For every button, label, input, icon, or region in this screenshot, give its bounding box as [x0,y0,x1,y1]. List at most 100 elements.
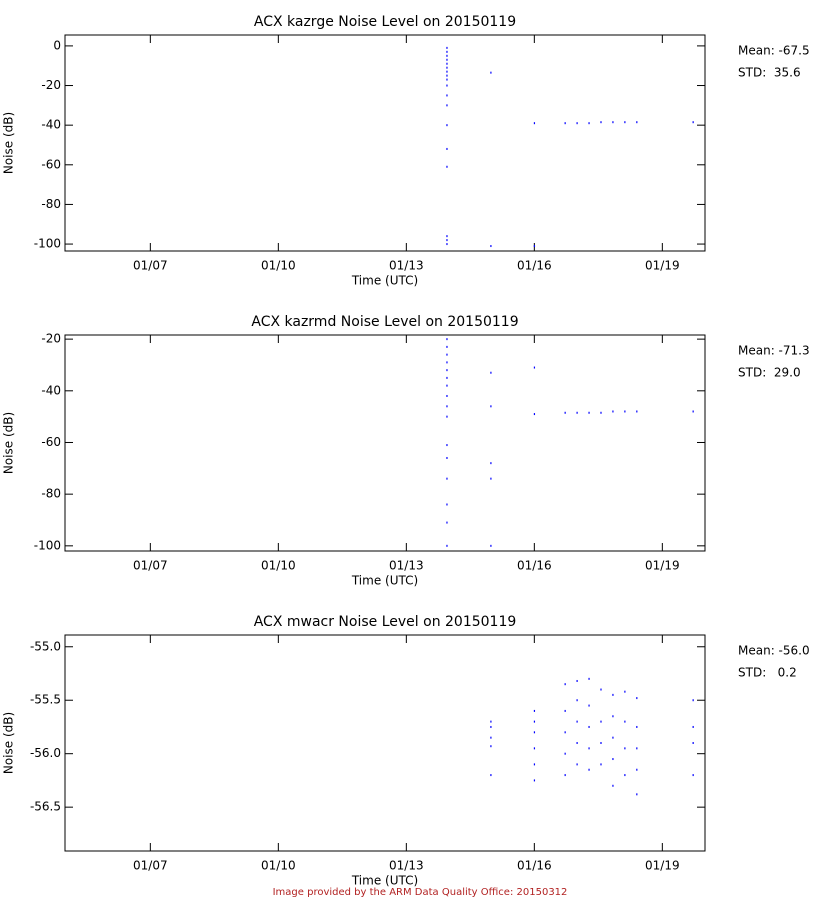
point [636,747,638,750]
y-tick-label: -20 [41,78,61,92]
point [490,745,492,748]
plot-frame [64,634,706,852]
point [636,121,638,124]
point [446,394,448,397]
point [533,779,536,782]
x-tick-label: 01/16 [517,859,552,873]
x-tick-label: 01/19 [645,559,680,573]
point [692,410,694,413]
point [576,742,578,744]
point [446,544,448,547]
point [624,774,626,777]
point [564,122,566,125]
point [446,165,448,168]
point [533,731,536,734]
point [576,699,578,702]
y-tick-label: -60 [41,435,61,449]
point [446,46,448,49]
point [624,747,626,750]
point [446,84,448,87]
y-axis-label: Noise (dB) [2,112,16,174]
point [600,742,602,744]
point [533,709,536,712]
y-tick-label: -56.0 [30,746,61,760]
point [564,709,566,712]
point [446,66,448,69]
stat-annotation: STD: 0.2 [738,666,797,680]
point [446,58,448,61]
x-tick-label: 01/10 [261,559,296,573]
point [624,720,626,723]
point [490,725,492,728]
y-tick-label: -55.0 [30,639,61,653]
point [612,758,614,761]
point [600,688,602,691]
footer: Image provided by the ARM Data Quality O… [273,887,568,898]
point [576,411,578,414]
y-tick-label: -20 [41,332,61,346]
point [533,366,536,369]
point [588,677,590,680]
point [446,70,448,73]
point [446,405,448,408]
point [533,720,536,723]
x-tick-label: 01/13 [389,259,424,273]
point [692,774,694,777]
point [446,521,448,524]
chart-title: ACX kazrge Noise Level on 20150119 [254,14,516,30]
point [692,699,694,702]
point [446,54,448,57]
point [446,74,448,77]
point [636,697,638,700]
point [576,763,578,766]
y-tick-label: -55.5 [30,693,61,707]
point [624,121,626,124]
x-tick-label: 01/13 [389,559,424,573]
point [612,784,614,787]
point [490,462,492,465]
x-tick-label: 01/19 [645,859,680,873]
point [446,415,448,418]
point [564,731,566,734]
chart-title: ACX kazrmd Noise Level on 20150119 [251,314,518,330]
point [446,376,448,379]
y-tick-label: -56.5 [30,800,61,814]
x-axis-label: Time (UTC) [351,874,418,888]
point [446,94,448,97]
point [446,444,448,447]
point [446,369,448,372]
point [490,774,492,777]
point [446,243,448,246]
point [446,338,448,341]
point [588,704,590,707]
point [446,503,448,506]
point [446,361,448,364]
point [446,235,448,238]
point [612,693,614,696]
y-tick-label: -80 [41,487,61,501]
point [588,768,590,771]
x-tick-label: 01/16 [517,259,552,273]
stat-annotation: STD: 35.6 [738,66,801,80]
point [588,725,590,728]
y-tick-label: -100 [34,538,61,552]
point [490,720,492,723]
point [636,793,638,796]
point [624,410,626,413]
y-axis-label: Noise (dB) [2,412,16,474]
x-tick-label: 01/13 [389,859,424,873]
point [588,411,590,414]
point [446,147,448,150]
point [533,747,536,750]
point [576,720,578,723]
y-axis-label: Noise (dB) [2,712,16,774]
point [533,122,536,125]
y-tick-label: -40 [41,118,61,132]
point [533,763,536,766]
y-tick-label: 0 [53,38,61,52]
point [588,747,590,750]
point [446,353,448,356]
point [490,245,492,248]
x-tick-label: 01/07 [133,859,168,873]
x-axis-label: Time (UTC) [351,274,418,288]
